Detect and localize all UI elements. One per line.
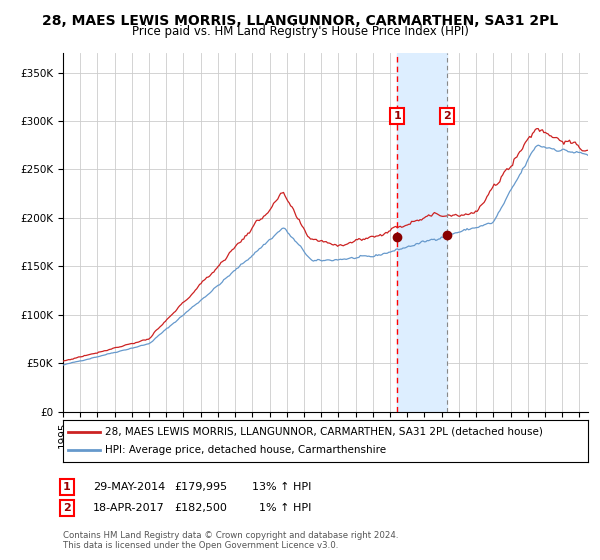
Text: 1: 1 (393, 111, 401, 121)
Text: Contains HM Land Registry data © Crown copyright and database right 2024.
This d: Contains HM Land Registry data © Crown c… (63, 531, 398, 550)
Bar (397, 53, 447, 412)
Text: 2: 2 (443, 111, 451, 121)
Text: 28, MAES LEWIS MORRIS, LLANGUNNOR, CARMARTHEN, SA31 2PL: 28, MAES LEWIS MORRIS, LLANGUNNOR, CARMA… (42, 14, 558, 28)
Text: 13% ↑ HPI: 13% ↑ HPI (252, 482, 311, 492)
Text: 28, MAES LEWIS MORRIS, LLANGUNNOR, CARMARTHEN, SA31 2PL (detached house): 28, MAES LEWIS MORRIS, LLANGUNNOR, CARMA… (105, 427, 543, 437)
Text: Price paid vs. HM Land Registry's House Price Index (HPI): Price paid vs. HM Land Registry's House … (131, 25, 469, 38)
Text: £179,995: £179,995 (174, 482, 227, 492)
Text: 18-APR-2017: 18-APR-2017 (93, 503, 165, 513)
Text: 1: 1 (63, 482, 71, 492)
Text: 29-MAY-2014: 29-MAY-2014 (93, 482, 165, 492)
Text: 1% ↑ HPI: 1% ↑ HPI (252, 503, 311, 513)
Text: 2: 2 (63, 503, 71, 513)
Text: HPI: Average price, detached house, Carmarthenshire: HPI: Average price, detached house, Carm… (105, 445, 386, 455)
Text: £182,500: £182,500 (174, 503, 227, 513)
